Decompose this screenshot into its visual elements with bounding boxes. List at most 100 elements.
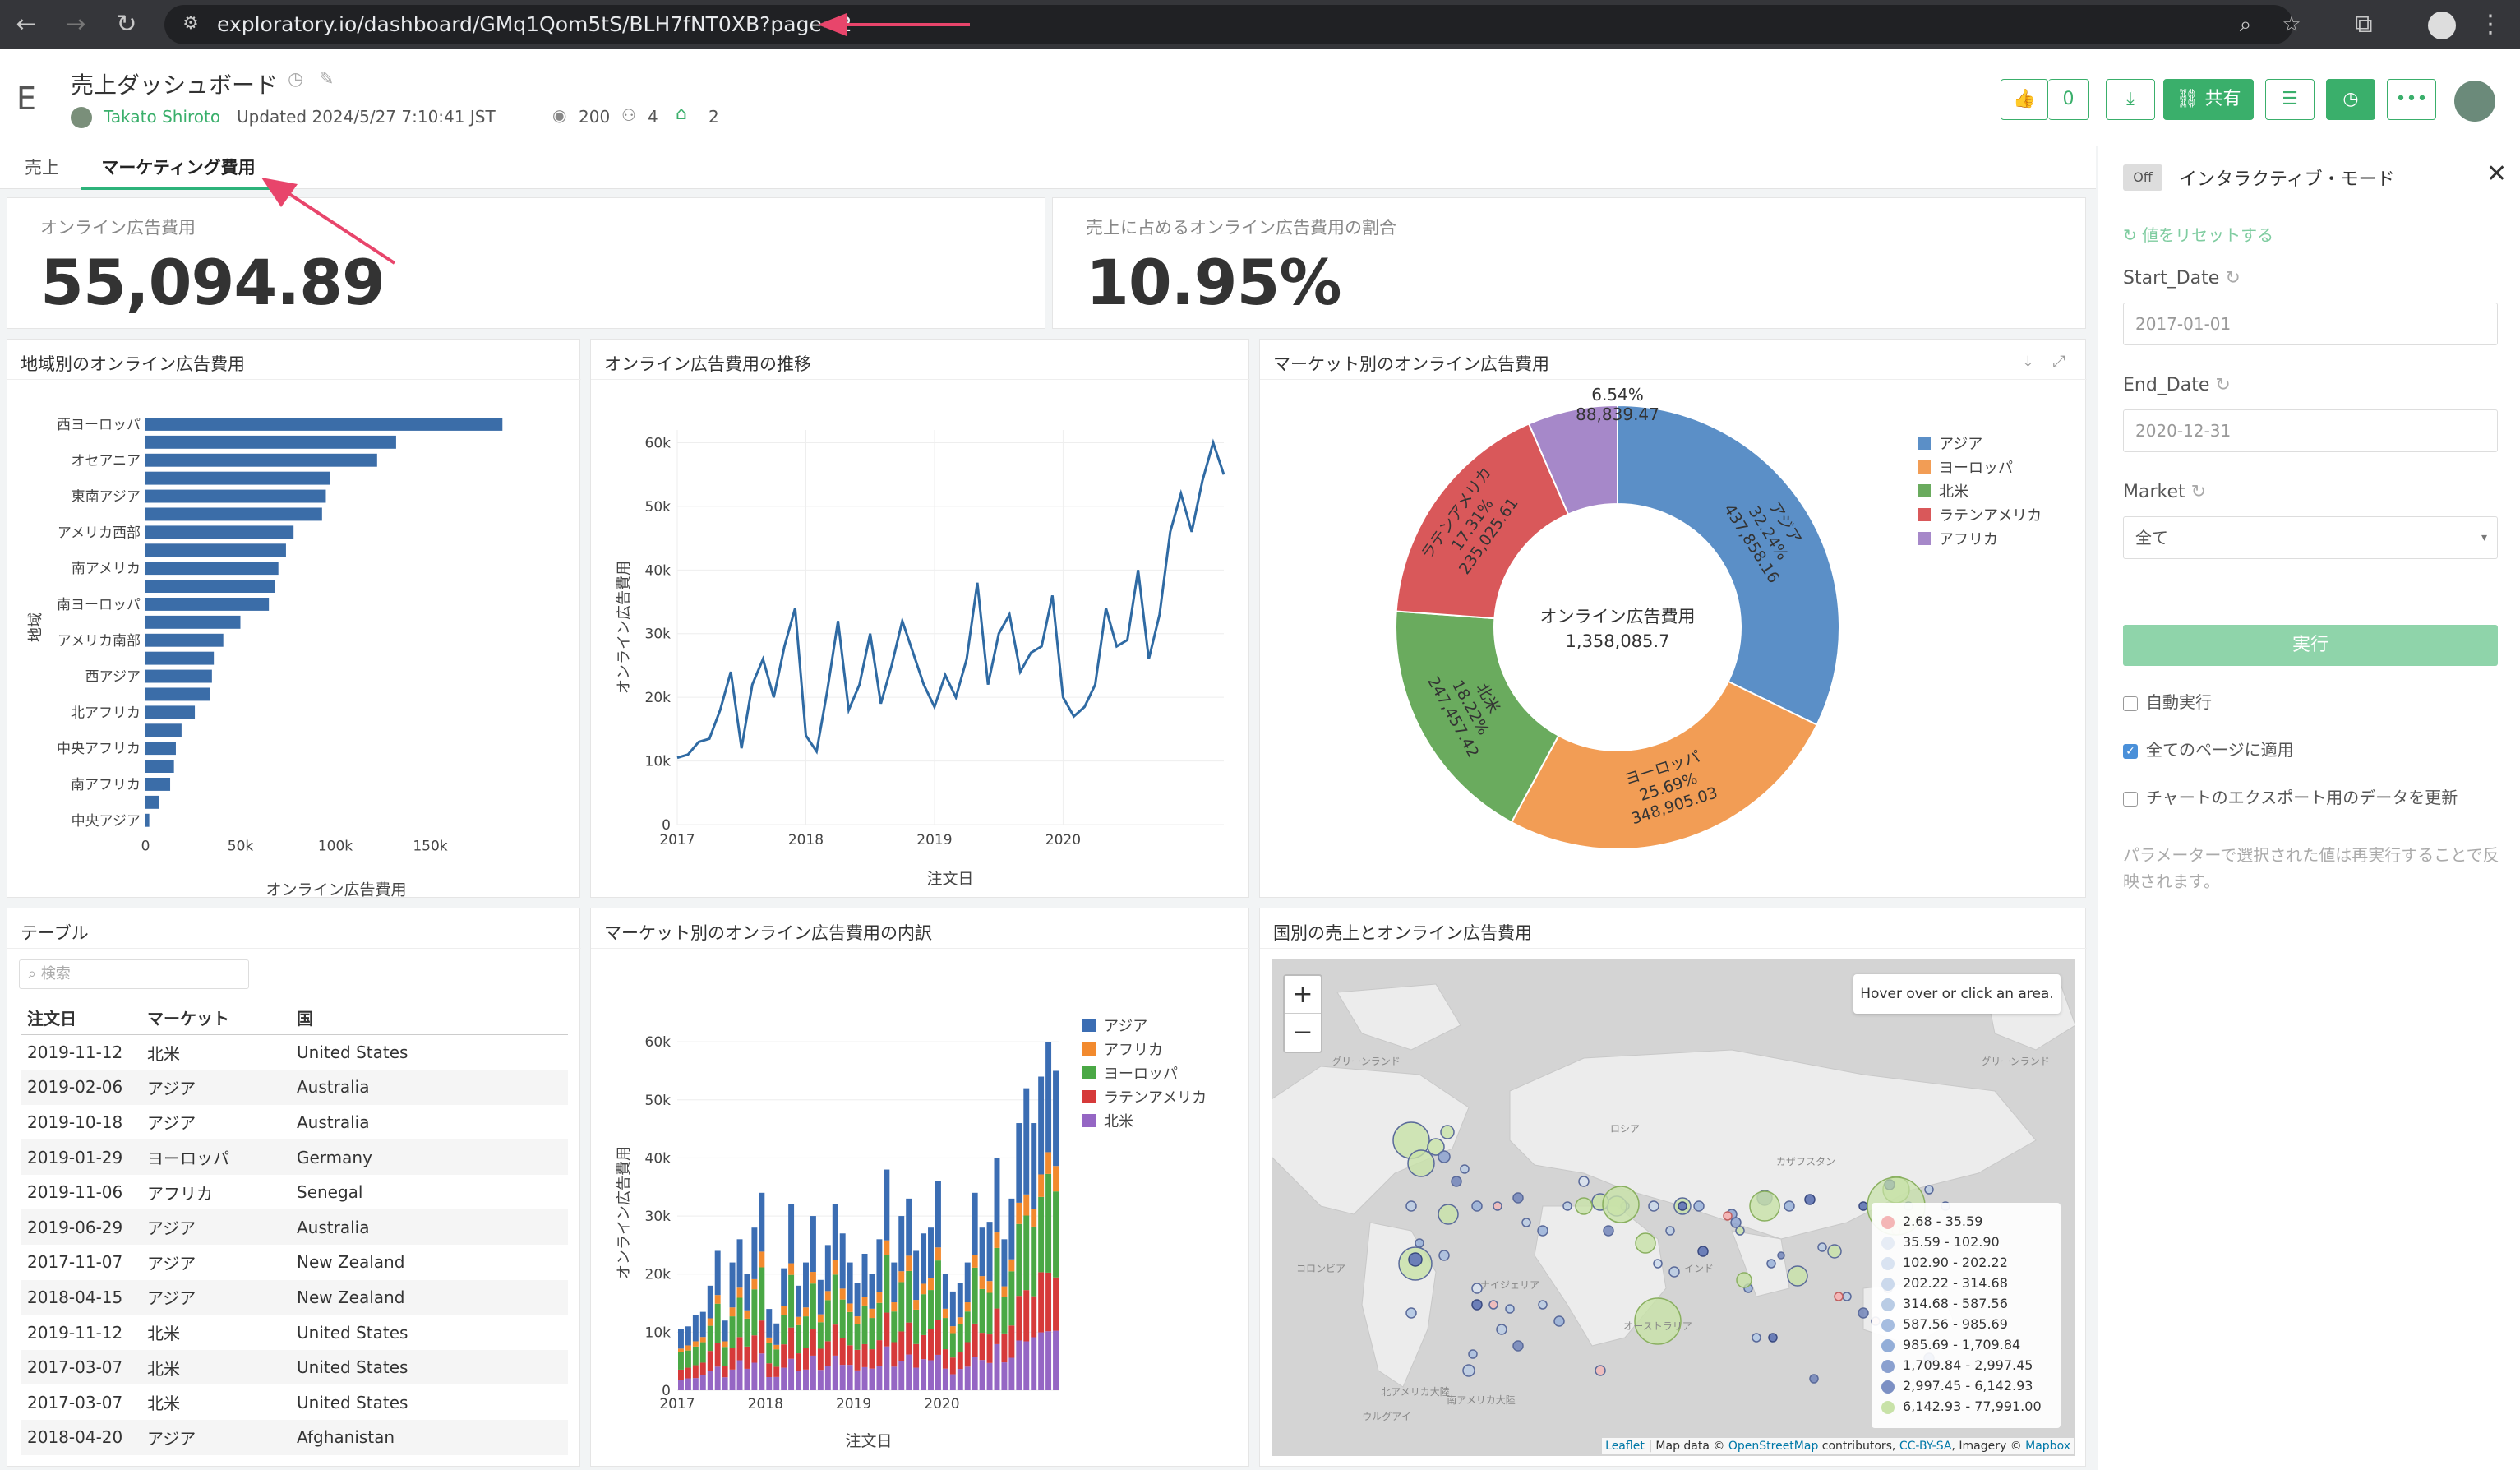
mapbox-link[interactable]: Mapbox: [2025, 1440, 2070, 1453]
interactive-mode-toggle[interactable]: Off: [2123, 164, 2162, 191]
map-bubble: [1438, 1250, 1450, 1261]
stacked-bar-segment: [759, 1192, 765, 1252]
like-button[interactable]: 👍: [2001, 79, 2048, 120]
stacked-bar-segment: [935, 1181, 941, 1248]
stacked-bar-segment: [692, 1365, 699, 1379]
address-bar[interactable]: ⚙ exploratory.io/dashboard/GMq1Qom5tS/BL…: [164, 5, 2301, 44]
update-export-checkbox[interactable]: チャートのエクスポート用のデータを更新: [2123, 784, 2458, 808]
y-axis-label: 地域: [27, 612, 44, 642]
region-bar: [145, 723, 182, 737]
forward-icon[interactable]: →: [65, 10, 86, 39]
table-row[interactable]: 2018-04-15 アジア New Zealand: [21, 1279, 568, 1315]
expand-icon[interactable]: ⤢: [2052, 351, 2065, 371]
stacked-bar-segment: [810, 1355, 816, 1390]
table-row[interactable]: 2017-11-07 アジア New Zealand: [21, 1245, 568, 1280]
y-tick-label: 30k: [645, 626, 672, 643]
zoom-in-button[interactable]: +: [1285, 976, 1321, 1014]
stacked-bar-segment: [942, 1318, 948, 1350]
table-row[interactable]: 2017-03-07 北米 United States: [21, 1349, 568, 1385]
table-row[interactable]: 2019-02-06 アジア Australia: [21, 1070, 568, 1105]
stacked-bar-segment: [906, 1322, 912, 1355]
checkbox-box: ✓: [2123, 743, 2138, 759]
legend-swatch: [1918, 460, 1931, 474]
stacked-bar-segment: [957, 1317, 963, 1324]
stacked-bar-segment: [810, 1272, 816, 1284]
auto-run-checkbox[interactable]: 自動実行: [2123, 689, 2212, 713]
map-bubble: [1693, 1200, 1705, 1212]
zoom-icon[interactable]: ⌕: [2239, 12, 2252, 37]
map-bubble: [1595, 1365, 1606, 1376]
table-cell: New Zealand: [297, 1252, 405, 1273]
extensions-icon[interactable]: ⧉: [2355, 10, 2373, 39]
stacked-bar-segment: [1045, 1152, 1052, 1174]
author-link[interactable]: Takato Shiroto: [104, 107, 221, 127]
tab-marketing[interactable]: マーケティング費用: [81, 155, 276, 190]
table-row[interactable]: 2019-01-29 ヨーロッパ Germany: [21, 1139, 568, 1175]
legend-label: 985.69 - 1,709.84: [1903, 1337, 2021, 1352]
stacked-bar-segment: [736, 1239, 743, 1288]
table-cell: Senegal: [297, 1182, 363, 1203]
kpi-card-ad-ratio: 売上に占めるオンライン広告費用の割合 10.95%: [1052, 197, 2086, 329]
legend-swatch: [1881, 1359, 1895, 1373]
app-logo[interactable]: E: [16, 81, 37, 117]
osm-link[interactable]: OpenStreetMap: [1728, 1440, 1819, 1453]
download-icon[interactable]: ⤓: [2024, 351, 2032, 371]
stacked-bar-segment: [803, 1348, 809, 1370]
stacked-bar-segment: [1008, 1198, 1015, 1260]
stacked-bar-segment: [986, 1222, 993, 1282]
market-select[interactable]: 全て ▾: [2123, 516, 2498, 559]
table-row[interactable]: 2018-04-20 アジア Afghanistan: [21, 1420, 568, 1455]
filter-settings-button[interactable]: ☰: [2265, 79, 2315, 120]
reload-icon[interactable]: ↻: [116, 10, 137, 39]
user-avatar[interactable]: [2454, 81, 2495, 122]
reset-values-link[interactable]: ↻ 値をリセットする: [2123, 225, 2274, 245]
back-icon[interactable]: ←: [16, 10, 37, 39]
leaflet-link[interactable]: Leaflet: [1605, 1440, 1645, 1453]
table-row[interactable]: 2019-11-12 北米 United States: [21, 1315, 568, 1350]
stacked-bar-segment: [1008, 1325, 1015, 1358]
x-tick-label: 150k: [413, 839, 447, 855]
start-date-input[interactable]: 2017-01-01: [2123, 303, 2498, 345]
column-header[interactable]: 国: [290, 1001, 568, 1035]
run-button[interactable]: 実行: [2123, 625, 2498, 666]
stacked-bar-segment: [685, 1326, 691, 1346]
sidebar-title: インタラクティブ・モード: [2179, 169, 2395, 190]
stacked-bar-segment: [751, 1278, 758, 1290]
legend-row: 35.59 - 102.90: [1881, 1232, 2051, 1252]
table-row[interactable]: 2019-11-06 アフリカ Senegal: [21, 1175, 568, 1210]
region-bar: [145, 598, 270, 611]
apply-all-pages-checkbox[interactable]: ✓ 全てのページに適用: [2123, 737, 2294, 760]
stacked-bar-segment: [994, 1343, 1000, 1390]
stacked-bar-segment: [707, 1285, 713, 1319]
map-bubble: [1827, 1244, 1842, 1259]
table-row[interactable]: 2019-10-18 アジア Australia: [21, 1105, 568, 1140]
profile-avatar[interactable]: [2428, 12, 2456, 39]
bookmark-star-icon[interactable]: ☆: [2282, 12, 2301, 37]
x-tick-label: 2017: [659, 832, 695, 848]
region-bar: [145, 669, 212, 683]
zoom-out-button[interactable]: −: [1292, 1018, 1313, 1047]
table-row[interactable]: 2019-06-29 アジア Australia: [21, 1209, 568, 1246]
browser-menu-icon[interactable]: ⋮: [2478, 10, 2503, 39]
column-header[interactable]: マーケット: [141, 1001, 290, 1035]
table-row[interactable]: 2017-03-07 北米 United States: [21, 1384, 568, 1420]
end-date-input[interactable]: 2020-12-31: [2123, 409, 2498, 452]
download-button[interactable]: ⤓: [2106, 79, 2155, 120]
edit-icon[interactable]: ✎: [319, 69, 335, 90]
map-bubble: [1512, 1192, 1524, 1204]
stacked-bar-segment: [869, 1274, 875, 1309]
more-button[interactable]: •••: [2387, 79, 2436, 120]
tab-sales[interactable]: 売上: [25, 158, 59, 178]
site-settings-icon[interactable]: ⚙: [182, 13, 199, 34]
schedule-button[interactable]: ◷: [2326, 79, 2375, 120]
history-icon[interactable]: ◷: [288, 69, 304, 90]
table-row[interactable]: 2019-11-12 北米 United States: [21, 1035, 568, 1070]
column-header[interactable]: 注文日: [21, 1001, 141, 1035]
stacked-bar-segment: [906, 1354, 912, 1390]
table-search-input[interactable]: ⌕ 検索: [19, 959, 249, 989]
close-icon[interactable]: ✕: [2486, 159, 2508, 188]
share-button[interactable]: ⛓ 共有: [2163, 79, 2254, 120]
tag-icon[interactable]: ⌂: [676, 104, 687, 124]
stacked-bar-segment: [949, 1291, 956, 1327]
cc-link[interactable]: CC-BY-SA: [1899, 1440, 1952, 1453]
